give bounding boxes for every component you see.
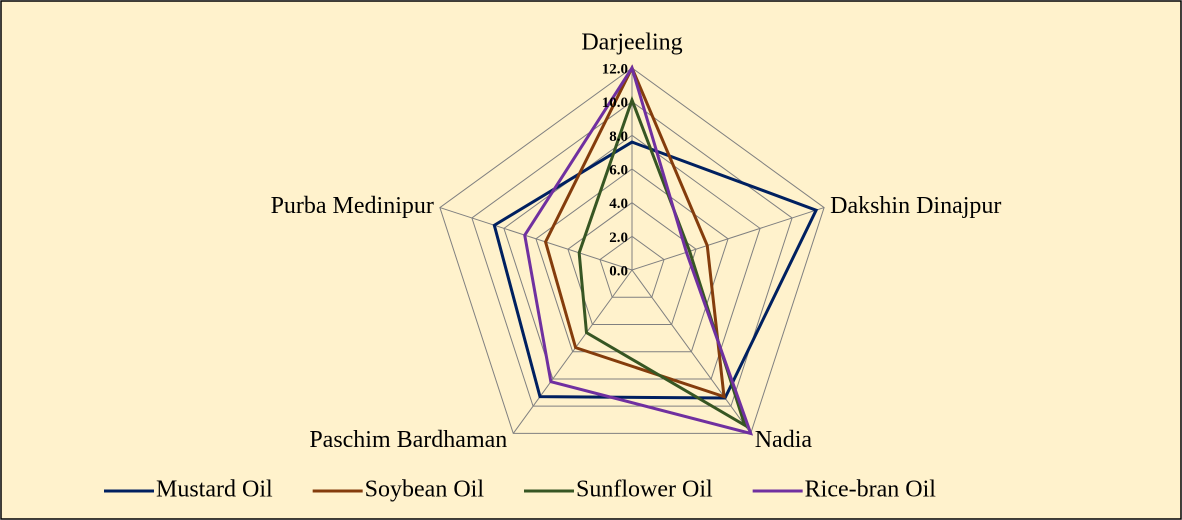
tick-label: 10.0 bbox=[602, 95, 628, 111]
category-label: Darjeeling bbox=[581, 30, 682, 56]
category-label: Purba Medinipur bbox=[271, 193, 434, 219]
spoke bbox=[439, 207, 633, 271]
category-label: Dakshin Dinajpur bbox=[830, 193, 1001, 219]
tick-label: 8.0 bbox=[609, 129, 628, 145]
tick-label: 4.0 bbox=[609, 196, 628, 212]
spoke bbox=[631, 269, 752, 434]
legend-label: Sunflower Oil bbox=[576, 477, 713, 503]
category-label: Paschim Bardhaman bbox=[309, 427, 507, 453]
grid-ring bbox=[599, 235, 665, 298]
series-line bbox=[543, 64, 726, 399]
series-line bbox=[492, 140, 819, 400]
legend-label: Mustard Oil bbox=[156, 477, 273, 503]
grid-ring bbox=[439, 67, 825, 434]
legend-label: Soybean Oil bbox=[365, 477, 485, 503]
spoke bbox=[631, 207, 825, 271]
tick-label: 12.0 bbox=[602, 61, 628, 77]
tick-label: 2.0 bbox=[609, 230, 628, 246]
series-line bbox=[523, 64, 754, 436]
legend-label: Rice-bran Oil bbox=[805, 477, 937, 503]
tick-label: 6.0 bbox=[609, 162, 628, 178]
tick-label: 0.0 bbox=[609, 263, 628, 279]
grid-ring bbox=[471, 101, 793, 407]
category-label: Nadia bbox=[755, 427, 813, 453]
grid-ring bbox=[503, 134, 761, 380]
spoke bbox=[512, 269, 633, 434]
